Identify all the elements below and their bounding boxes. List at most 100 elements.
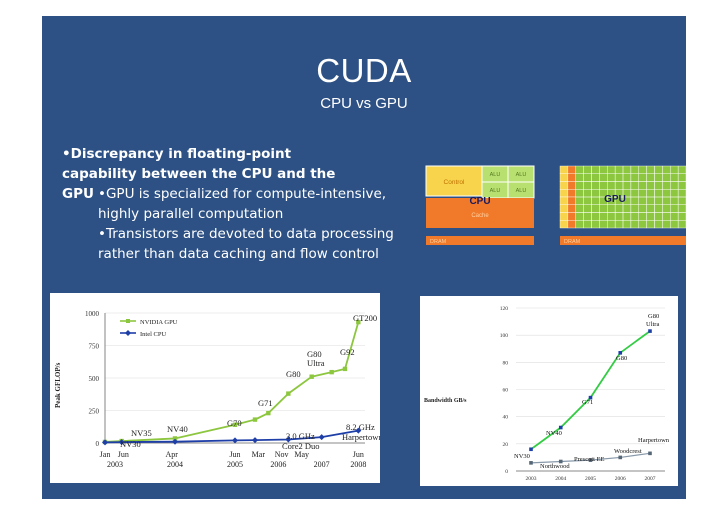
cpu-label: CPU <box>469 196 490 207</box>
gflops-chart: Peak GFLOP/s 1000 750 500 250 0 Jan Jun Apr Jun… <box>50 293 380 483</box>
bandwidth-annotation: Ultra <box>646 321 659 328</box>
gpu-cache-cell <box>567 173 576 182</box>
bandwidth-point <box>648 451 652 456</box>
gflops-point <box>285 436 292 443</box>
slide: CUDA CPU vs GPU •Discrepancy in floating… <box>42 16 686 499</box>
gflops-point <box>342 366 348 372</box>
gpu-control-cell <box>559 181 569 190</box>
bandwidth-xtick: 2003 <box>526 476 537 482</box>
gflops-point <box>118 439 125 446</box>
cpu-alu-label: ALU <box>516 172 527 178</box>
bandwidth-point <box>618 351 623 355</box>
bandwidth-annotation: G71 <box>582 399 593 406</box>
gpu-dram-block <box>560 236 686 245</box>
slide-subtitle: CPU vs GPU <box>320 95 408 112</box>
gpu-cache-cell <box>567 204 576 213</box>
gflops-legend-marker <box>125 330 131 336</box>
gpu-control-cell <box>559 196 569 205</box>
gflops-series-line <box>104 429 359 444</box>
bandwidth-annotation: Prescott EE <box>574 456 605 463</box>
gflops-xtick-year: 2004 <box>167 460 183 469</box>
bandwidth-chart-background <box>420 296 678 486</box>
gflops-point <box>318 434 325 441</box>
bandwidth-point <box>558 459 563 464</box>
gpu-control-cell <box>559 173 569 182</box>
bandwidth-xtick: 2004 <box>555 476 566 482</box>
gpu-cache-cell <box>567 181 576 190</box>
cpu-alu-label: ALU <box>516 188 527 194</box>
gflops-xtick-month: Jun <box>118 450 129 459</box>
bullet-transistors: •Transistors are devoted to data process… <box>98 226 394 262</box>
gpu-cache-cell <box>567 220 576 229</box>
gpu-control-cell <box>559 212 569 221</box>
gflops-point <box>329 369 334 375</box>
gflops-annotation: NV30 <box>120 439 141 449</box>
gpu-dram-label: DRAM <box>564 239 581 245</box>
gflops-annotation: Ultra <box>307 358 325 368</box>
gpu-alu-cell <box>677 220 686 229</box>
bandwidth-ytick: 40 <box>503 415 509 421</box>
cpu-dram-block <box>426 236 534 245</box>
gflops-annotation: G70 <box>227 418 242 428</box>
bandwidth-annotation: G80 <box>616 355 627 362</box>
cpu-alu-label: ALU <box>490 188 501 194</box>
gflops-ytick: 1000 <box>85 310 100 318</box>
gflops-annotation: G80 <box>286 369 301 379</box>
slide-title: CUDA <box>316 52 412 89</box>
gflops-annotation: G80 <box>307 349 322 359</box>
gflops-annotation: Harpertown <box>342 432 380 442</box>
gflops-legend-label: NVIDIA GPU <box>140 319 178 326</box>
bandwidth-xtick: 2007 <box>645 476 656 482</box>
cpu-gpu-diagram: Control ALU ALU ALU ALU Cache CPU DRAM G… <box>425 165 686 245</box>
bandwidth-point <box>529 461 533 465</box>
gflops-xtick-year: 2006 <box>270 460 286 469</box>
bandwidth-point <box>618 455 623 460</box>
gflops-annotation: NV40 <box>167 424 188 434</box>
gflops-point <box>266 410 271 416</box>
gflops-xtick-year: 2008 <box>350 460 366 469</box>
gflops-legend-label: Intel CPU <box>140 331 166 338</box>
gflops-xtick-month: May <box>294 450 309 459</box>
bandwidth-xtick: 2005 <box>585 476 596 482</box>
gflops-point <box>356 319 361 325</box>
gflops-point <box>286 391 291 396</box>
gflops-ytick: 750 <box>89 343 100 351</box>
bandwidth-point <box>588 458 593 462</box>
gflops-annotation: NV35 <box>131 428 152 438</box>
bandwidth-point <box>529 447 533 452</box>
bandwidth-annotation: Harpertown <box>638 437 670 444</box>
gflops-xtick-year: 2005 <box>227 460 243 469</box>
gpu-cache-cell <box>567 212 576 221</box>
gpu-control-cell <box>559 165 569 174</box>
bandwidth-ytick: 100 <box>500 333 509 339</box>
gflops-point <box>232 437 238 444</box>
bandwidth-ytick: 20 <box>503 442 509 448</box>
bandwidth-ytick: 120 <box>500 306 509 312</box>
gflops-point <box>252 437 258 444</box>
gflops-point <box>172 438 178 445</box>
gpu-control-cell <box>559 220 569 229</box>
gflops-annotation: 8.2 GHz <box>346 422 375 432</box>
gpu-cache-cell <box>567 196 576 205</box>
bandwidth-annotation: G80 <box>648 313 659 320</box>
cpu-cache-block <box>426 198 534 228</box>
cpu-dram-label: DRAM <box>430 239 447 245</box>
gpu-cache-cell <box>567 189 576 198</box>
cpu-control-label: Control <box>444 179 466 186</box>
gflops-annotation: 3.0 GHz <box>286 431 315 441</box>
bandwidth-ytick: 80 <box>503 360 509 366</box>
cpu-control-block <box>425 165 483 197</box>
bandwidth-annotation: NV30 <box>514 453 530 460</box>
gflops-point <box>355 427 362 434</box>
gflops-point <box>252 417 258 422</box>
bandwidth-ylabel: Bandwidth GB/s <box>424 398 467 404</box>
gpu-label: GPU <box>604 194 626 205</box>
cpu-alu-label: ALU <box>490 172 501 178</box>
cpu-cache-label: Cache <box>471 213 489 219</box>
gpu-control-cell <box>559 204 569 213</box>
gflops-ytick: 500 <box>89 375 100 383</box>
gflops-point <box>172 436 178 441</box>
bandwidth-ytick: 0 <box>505 469 508 475</box>
bandwidth-chart: Bandwidth GB/s 120 100 80 60 40 20 0 2003 2004 2… <box>420 296 678 486</box>
gflops-xtick-year: 2007 <box>314 460 330 469</box>
